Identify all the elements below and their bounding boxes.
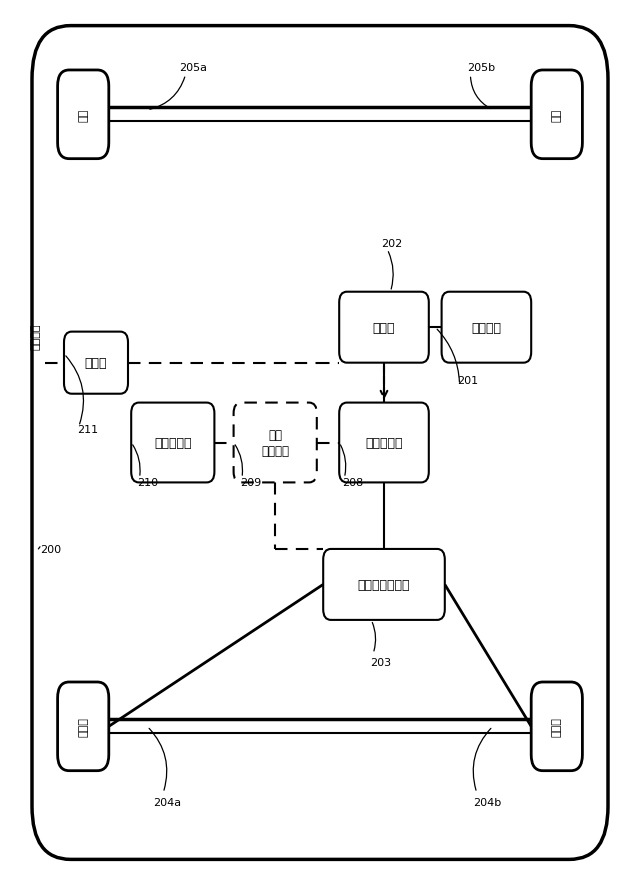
- Text: 204a: 204a: [154, 797, 182, 807]
- FancyBboxPatch shape: [64, 332, 128, 394]
- Text: 202: 202: [381, 238, 402, 249]
- Text: 211: 211: [77, 424, 98, 435]
- Text: 車輪: 車輪: [552, 109, 562, 121]
- FancyBboxPatch shape: [58, 71, 109, 159]
- Text: バッテリー: バッテリー: [365, 437, 403, 449]
- Text: 200: 200: [40, 544, 61, 555]
- Text: 発電機: 発電機: [372, 322, 396, 334]
- Text: 210: 210: [138, 478, 159, 488]
- FancyBboxPatch shape: [234, 403, 317, 483]
- Text: 車輪: 車輪: [78, 109, 88, 121]
- Text: 208: 208: [342, 478, 364, 488]
- Text: 205b: 205b: [467, 63, 495, 74]
- FancyBboxPatch shape: [58, 682, 109, 771]
- Text: 駆動輪: 駆動輪: [78, 717, 88, 736]
- FancyBboxPatch shape: [323, 549, 445, 620]
- FancyBboxPatch shape: [32, 27, 608, 859]
- Text: 充電口: 充電口: [84, 357, 108, 369]
- Text: 各種センサ: 各種センサ: [154, 437, 191, 449]
- Text: 駆動力変換装置: 駆動力変換装置: [358, 579, 410, 591]
- Text: 205a: 205a: [179, 63, 207, 74]
- Text: エンジン: エンジン: [472, 322, 501, 334]
- FancyBboxPatch shape: [531, 682, 582, 771]
- FancyBboxPatch shape: [339, 403, 429, 483]
- FancyBboxPatch shape: [339, 292, 429, 363]
- Text: 209: 209: [240, 478, 261, 488]
- Text: 204b: 204b: [474, 797, 502, 807]
- Text: 駆動輪: 駆動輪: [552, 717, 562, 736]
- Text: 外部電源: 外部電源: [30, 323, 40, 350]
- FancyBboxPatch shape: [131, 403, 214, 483]
- Text: 201: 201: [458, 376, 479, 386]
- FancyBboxPatch shape: [531, 71, 582, 159]
- Text: 203: 203: [370, 657, 391, 668]
- Text: 車両
制御装置: 車両 制御装置: [261, 429, 289, 457]
- FancyBboxPatch shape: [442, 292, 531, 363]
